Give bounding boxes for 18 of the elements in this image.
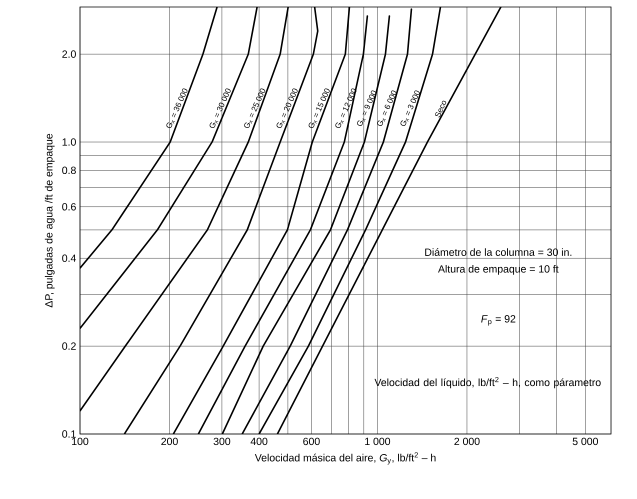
y-tick-label: 0.6 [62,203,76,211]
x-tick-label: 300 [214,438,230,446]
x-axis-title: Velocidad másica del aire, G$_{y}$, lb/ft$^{2}$ – h [254,452,436,464]
y-tick-label: 0.4 [62,254,76,262]
x-tick-label: 1 000 [365,438,390,446]
annotation: F$_{p}$ = 92 [481,315,516,326]
x-tick-label: 2 000 [454,438,480,446]
x-tick-label: 5 000 [572,438,598,446]
y-tick-label: 0.2 [62,342,76,350]
x-tick-label: 600 [303,438,320,446]
y-tick-label: 0.1 [62,430,76,438]
x-tick-label: 100 [72,438,88,446]
x-tick-label: 200 [161,438,178,446]
x-tick-label: 400 [250,438,268,446]
y-axis-title: ΔP, pulgadas de agua /ft de empaque [44,134,55,308]
y-tick-label: 1.0 [62,138,76,146]
y-tick-label: 2.0 [62,50,76,58]
y-tick-label: 0.8 [62,166,76,174]
